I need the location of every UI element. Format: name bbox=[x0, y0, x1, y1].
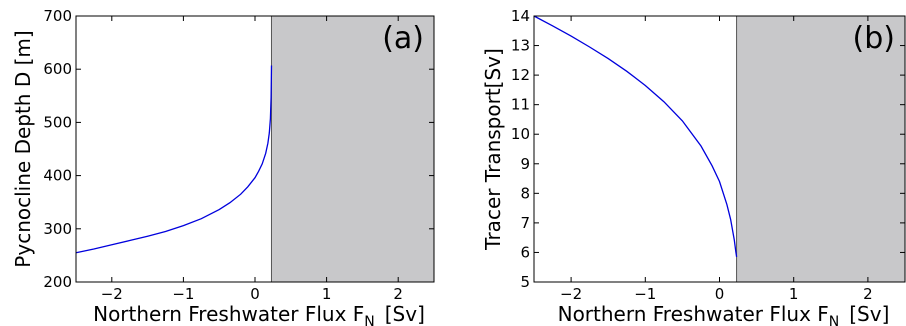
panel-b-x-axis-label: Northern Freshwater Flux FN [Sv] bbox=[558, 302, 890, 326]
panel-b-y-axis-label: Tracer Transport[Sv] bbox=[481, 48, 505, 251]
y-tick-label: 13 bbox=[511, 37, 530, 55]
panel-a-label: (a) bbox=[382, 21, 424, 56]
x-tick-label: −2 bbox=[560, 285, 582, 303]
panel-a-y-axis-label: Pycnocline Depth D [m] bbox=[11, 30, 35, 267]
y-tick-label: 14 bbox=[511, 7, 530, 25]
panel-b-x-axis-label-sub: N bbox=[829, 314, 839, 326]
panel-a: −2 −1 0 1 2 200 300 400 500 600 700 (a) Pycnoclin… bbox=[11, 7, 435, 326]
panel-b-x-axis-label-main: Northern Freshwater Flux F bbox=[558, 302, 829, 326]
x-tick-label: 2 bbox=[393, 285, 403, 303]
x-tick-label: −2 bbox=[101, 285, 123, 303]
panel-a-y-ticks: 200 300 400 500 600 700 bbox=[43, 7, 434, 291]
y-tick-label: 400 bbox=[43, 167, 72, 185]
x-tick-label: −1 bbox=[634, 285, 656, 303]
y-tick-label: 600 bbox=[43, 60, 72, 78]
y-tick-label: 7 bbox=[520, 214, 530, 232]
x-tick-label: 1 bbox=[322, 285, 332, 303]
y-tick-label: 500 bbox=[43, 113, 72, 131]
y-tick-label: 12 bbox=[511, 66, 530, 84]
panel-a-x-axis-label: Northern Freshwater Flux FN [Sv] bbox=[93, 302, 425, 326]
y-tick-label: 8 bbox=[520, 184, 530, 202]
panel-b-x-ticks: −2 −1 0 1 2 bbox=[560, 16, 873, 303]
y-tick-label: 5 bbox=[520, 273, 530, 291]
panel-a-x-ticks: −2 −1 0 1 2 bbox=[101, 16, 403, 303]
x-tick-label: 0 bbox=[250, 285, 260, 303]
y-tick-label: 700 bbox=[43, 7, 72, 25]
y-tick-label: 11 bbox=[511, 96, 530, 114]
x-tick-label: 1 bbox=[789, 285, 799, 303]
x-tick-label: 0 bbox=[715, 285, 725, 303]
y-tick-label: 9 bbox=[520, 155, 530, 173]
panel-b-x-axis-label-unit: [Sv] bbox=[849, 302, 889, 326]
y-tick-label: 200 bbox=[43, 273, 72, 291]
panel-a-x-axis-label-main: Northern Freshwater Flux F bbox=[93, 302, 364, 326]
panel-b-transport-curve bbox=[533, 15, 738, 257]
panel-a-x-axis-label-unit: [Sv] bbox=[385, 302, 425, 326]
y-tick-label: 300 bbox=[43, 220, 72, 238]
panel-b-y-ticks: 5 6 7 8 9 10 11 12 13 14 bbox=[511, 7, 905, 291]
x-tick-label: 2 bbox=[863, 285, 873, 303]
panel-a-x-axis-label-sub: N bbox=[364, 314, 374, 326]
x-tick-label: −1 bbox=[172, 285, 194, 303]
panel-a-depth-curve bbox=[75, 65, 273, 254]
panel-b-shaded-region bbox=[736, 16, 905, 282]
panel-a-shaded-region bbox=[271, 16, 434, 282]
y-tick-label: 6 bbox=[520, 243, 530, 261]
panel-b-label: (b) bbox=[853, 21, 895, 56]
y-tick-label: 10 bbox=[511, 125, 530, 143]
